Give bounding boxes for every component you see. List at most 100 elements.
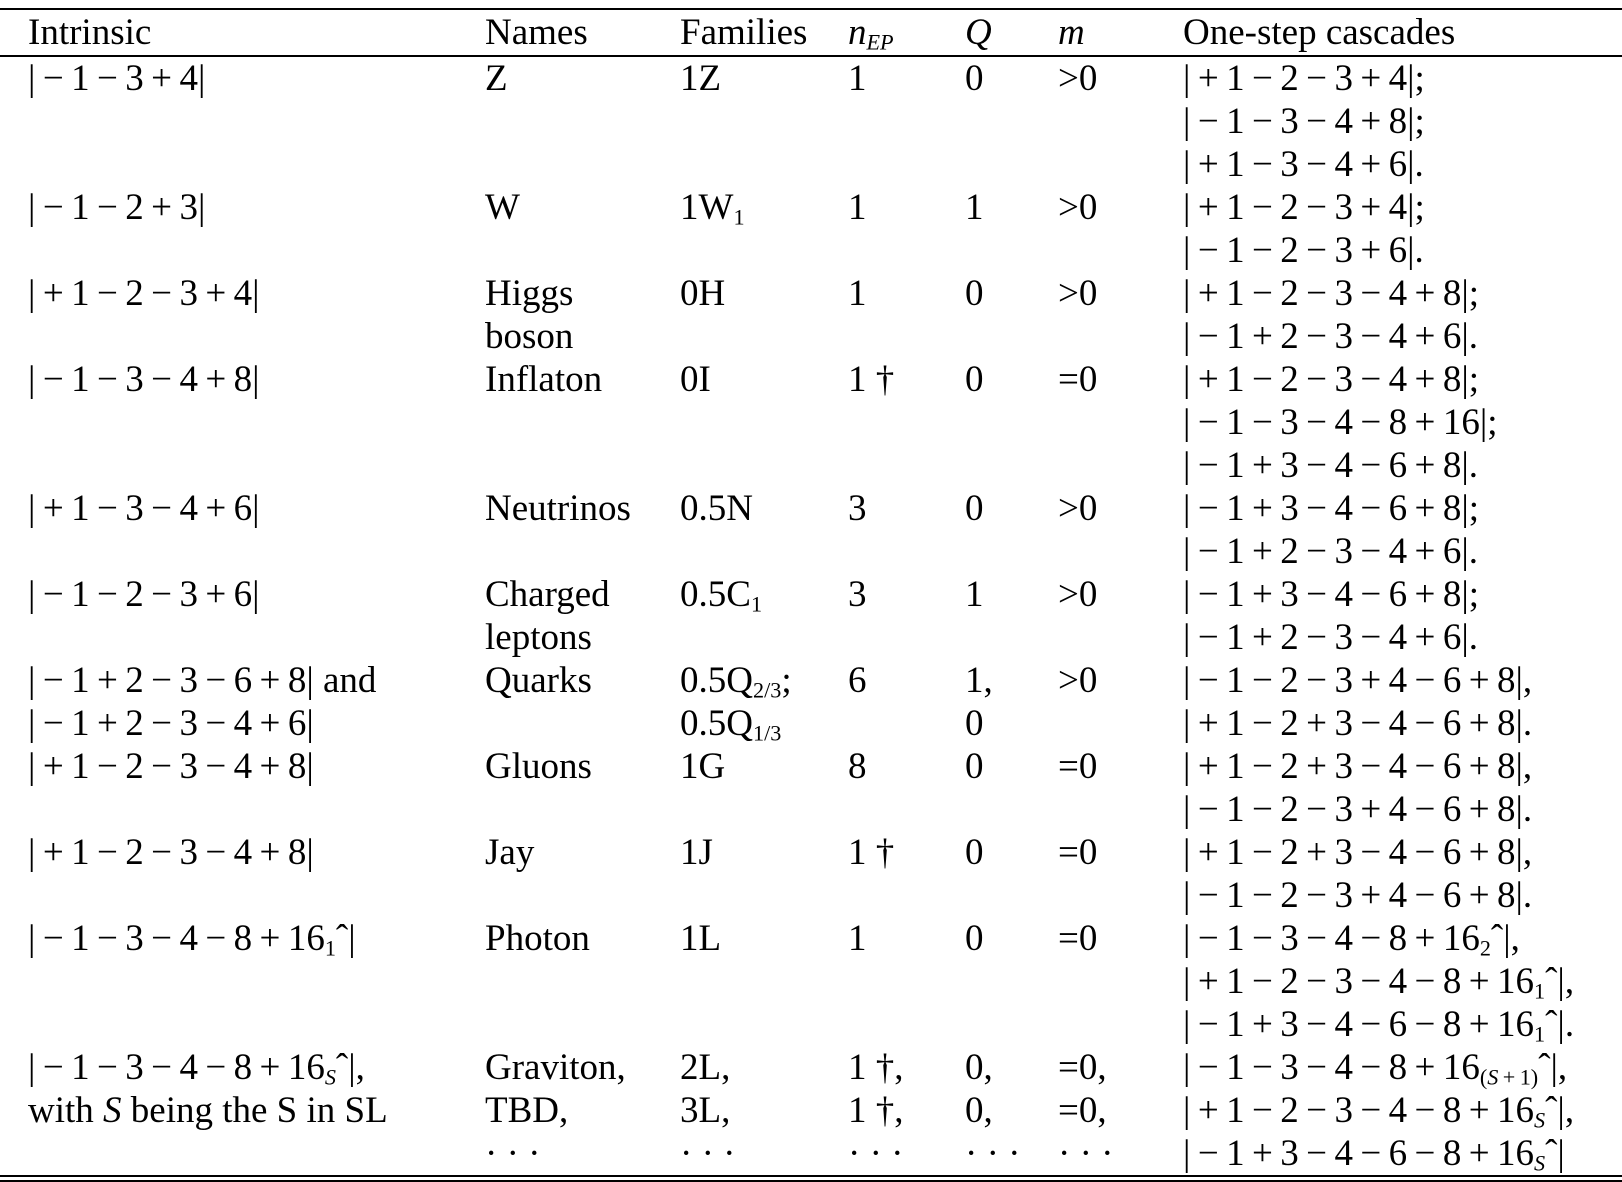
cell-line: 1 †, (848, 1047, 904, 1088)
cell-line: =0 (1058, 832, 1098, 873)
cell-m: =0 (1058, 917, 1183, 1046)
cell-line: | + 1 − 2 − 3 + 4| (28, 273, 260, 314)
cell-line: | − 1 − 2 − 3 + 6|. (1183, 230, 1424, 271)
cell-m: =0 (1058, 358, 1183, 487)
cell-line: 1L (680, 918, 722, 959)
cell-families: 1L (680, 917, 848, 1046)
cell-line: · · · (485, 1133, 541, 1174)
cell-names: Neutrinos (485, 487, 680, 573)
cell-line: 3 (848, 574, 867, 615)
cell-line: | − 1 + 2 − 3 − 6 + 8| and (28, 660, 377, 701)
table-row: | − 1 − 3 − 4 + 8| Inflaton 0I 1 † 0 =0 | + 1 … (0, 358, 1622, 487)
cell-names: Charged leptons (485, 573, 680, 659)
cell-cascades: | + 1 − 2 + 3 − 4 − 6 + 8|, | − 1 − 2 − 3… (1183, 745, 1622, 831)
cell-q: 0 (965, 358, 1058, 487)
cell-line: TBD, (485, 1090, 569, 1131)
cell-m: >0 (1058, 573, 1183, 659)
cell-line: · · · (680, 1133, 736, 1174)
cell-line: | − 1 + 3 − 4 − 6 + 8|; (1183, 488, 1479, 529)
cell-line: | − 1 − 2 − 3 + 4 − 6 + 8|, (1183, 660, 1533, 701)
cell-line: | − 1 + 3 − 4 − 6 + 8|. (1183, 445, 1478, 486)
cell-names: Z (485, 56, 680, 186)
cell-line: 1, (965, 660, 993, 701)
cell-line: Photon (485, 918, 590, 959)
header-row: Intrinsic Names Families nEP Q m One-ste… (0, 9, 1622, 56)
cell-intrinsic: | − 1 − 2 + 3| (0, 186, 485, 272)
cell-families: 0.5C1 (680, 573, 848, 659)
table-row: | − 1 + 2 − 3 − 6 + 8| and | − 1 + 2 − 3 … (0, 659, 1622, 745)
cell-line: W (485, 187, 520, 228)
cell-line: 0 (965, 58, 984, 99)
cell-line: | − 1 − 3 − 4 − 8 + 16(S + 1)ˆ|, (1183, 1047, 1568, 1090)
cell-families: 2L, 3L, · · · (680, 1046, 848, 1175)
cell-line: >0 (1058, 660, 1098, 701)
cell-n_ep: 1 † (848, 831, 965, 917)
column-header-m: m (1058, 12, 1085, 53)
cell-line: Gluons (485, 746, 592, 787)
cell-line: 0H (680, 273, 726, 314)
cell-line: 1Z (680, 58, 722, 99)
cell-names: Inflaton (485, 358, 680, 487)
column-header-names: Names (485, 12, 588, 53)
cell-line: Higgs (485, 273, 574, 314)
cell-line: 0 (965, 488, 984, 529)
cell-q: 0 (965, 745, 1058, 831)
cell-cascades: | − 1 − 3 − 4 − 8 + 162ˆ|, | + 1 − 2 − 3 … (1183, 917, 1622, 1046)
cell-names: Jay (485, 831, 680, 917)
column-header-q: Q (965, 12, 992, 53)
cell-line: Graviton, (485, 1047, 626, 1088)
cell-n_ep: 1 † (848, 358, 965, 487)
cell-families: 1Z (680, 56, 848, 186)
cell-m: =0, =0, · · · (1058, 1046, 1183, 1175)
cell-cascades: | − 1 − 2 − 3 + 4 − 6 + 8|, | + 1 − 2 + 3… (1183, 659, 1622, 745)
cell-q: 0 (965, 917, 1058, 1046)
table-bottom-rule (0, 1175, 1622, 1182)
cell-line: Neutrinos (485, 488, 631, 529)
cell-families: 0I (680, 358, 848, 487)
table-row: | − 1 − 2 + 3| W 1W1 1 1 >0 | + 1 − 2 − 3 + 4|… (0, 186, 1622, 272)
column-header-intrinsic: Intrinsic (28, 12, 152, 53)
cell-line: 1 † (848, 359, 895, 400)
cell-line: 1 (848, 58, 867, 99)
cell-line: 2L, (680, 1047, 731, 1088)
cell-families: 1W1 (680, 186, 848, 272)
cell-line: | + 1 − 3 − 4 + 6|. (1183, 144, 1424, 185)
table-row: | + 1 − 2 − 3 − 4 + 8| Jay 1J 1 † 0 =0 | + 1 −… (0, 831, 1622, 917)
cell-line: Inflaton (485, 359, 603, 400)
cell-line: 0, (965, 1047, 993, 1088)
cell-names: Gluons (485, 745, 680, 831)
cell-q: 0 (965, 487, 1058, 573)
cell-line: 0.5N (680, 488, 753, 529)
cell-families: 0.5N (680, 487, 848, 573)
cell-line: | − 1 + 3 − 4 − 6 − 8 + 16Sˆ| (1183, 1133, 1565, 1176)
cell-line: 0, (965, 1090, 993, 1131)
cell-line: >0 (1058, 273, 1098, 314)
cell-q: 0 (965, 56, 1058, 186)
cell-m: >0 (1058, 186, 1183, 272)
cell-line: | − 1 − 3 + 4| (28, 58, 206, 99)
cell-line: | + 1 − 2 + 3 − 4 − 6 + 8|, (1183, 832, 1533, 873)
cell-line: | − 1 − 3 − 4 − 8 + 161ˆ| (28, 918, 356, 961)
cell-line: | − 1 − 3 − 4 − 8 + 162ˆ|, (1183, 918, 1520, 961)
cell-line: | + 1 − 2 − 3 − 4 + 8| (28, 746, 314, 787)
cell-line: leptons (485, 617, 592, 658)
table-row: | − 1 − 3 − 4 − 8 + 16Sˆ|, with S being t… (0, 1046, 1622, 1175)
cell-line: | − 1 − 2 − 3 + 4 − 6 + 8|. (1183, 875, 1533, 916)
cell-line: | + 1 − 2 − 3 − 4 − 8 + 16Sˆ|, (1183, 1090, 1575, 1133)
cell-m: >0 (1058, 272, 1183, 358)
cell-cascades: | + 1 − 2 + 3 − 4 − 6 + 8|, | − 1 − 2 − 3… (1183, 831, 1622, 917)
cell-n_ep: 1 †, 1 †, · · · (848, 1046, 965, 1175)
column-header-families: Families (680, 12, 808, 53)
cell-line: 0.5C1 (680, 574, 763, 617)
cell-line: | + 1 − 2 + 3 − 4 − 6 + 8|, (1183, 746, 1533, 787)
cell-cascades: | + 1 − 2 − 3 + 4|; | − 1 − 2 − 3 + 6|. (1183, 186, 1622, 272)
cell-line: 0 (965, 359, 984, 400)
cell-line: Quarks (485, 660, 592, 701)
cell-line: 3 (848, 488, 867, 529)
cell-m: >0 (1058, 56, 1183, 186)
cell-line: >0 (1058, 187, 1098, 228)
column-header-one-step-cascades: One-step cascades (1183, 12, 1456, 53)
cell-line: | − 1 − 2 − 3 + 4 − 6 + 8|. (1183, 789, 1533, 830)
cell-line: 1G (680, 746, 726, 787)
cell-line: 1 (965, 574, 984, 615)
